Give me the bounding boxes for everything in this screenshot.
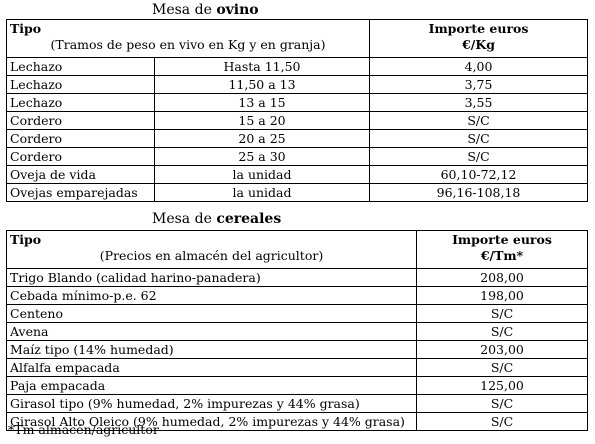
tramo-cell: la unidad	[153, 165, 371, 184]
cereales-table: Tipo (Precios en almacén del agricultor)…	[6, 230, 588, 431]
ovino-table: Tipo (Tramos de peso en vivo en Kg y en …	[5, 19, 589, 202]
tipo-cell: Cebada mínimo-p.e. 62	[6, 286, 417, 305]
ovino-header-tipo: Tipo (Tramos de peso en vivo en Kg y en …	[5, 19, 371, 58]
importe-cell: 3,75	[369, 75, 589, 94]
importe-cell: 96,16-108,18	[369, 183, 589, 202]
tipo-cell: Lechazo	[6, 93, 155, 112]
table-row: Alfalfa empacada S/C	[6, 358, 588, 377]
cereales-title: Mesa de cereales	[152, 211, 281, 227]
table-row: Centeno S/C	[6, 304, 588, 323]
importe-cell: S/C	[416, 394, 588, 413]
importe-cell: 4,00	[369, 57, 589, 76]
ovino-header-importe: Importe euros €/Kg	[369, 19, 589, 58]
table-row: Lechazo Hasta 11,50 4,00	[6, 57, 589, 76]
ovino-title-prefix: Mesa de	[152, 2, 217, 18]
importe-cell: S/C	[416, 304, 588, 323]
table-row: Girasol tipo (9% humedad, 2% impurezas y…	[6, 394, 588, 413]
table-row: Oveja de vida la unidad 60,10-72,12	[6, 165, 589, 184]
tipo-cell: Girasol tipo (9% humedad, 2% impurezas y…	[6, 394, 417, 413]
table-row: Lechazo 11,50 a 13 3,75	[6, 75, 589, 94]
ovino-header-importe-line1: Importe euros	[428, 21, 529, 36]
importe-cell: S/C	[369, 129, 589, 148]
tipo-cell: Girasol Alto Oleico (9% humedad, 2% impu…	[6, 412, 417, 431]
ovino-title: Mesa de ovino	[152, 2, 259, 18]
table-row: Cordero 15 a 20 S/C	[6, 111, 589, 130]
importe-cell: S/C	[369, 147, 589, 166]
cereales-header-importe: Importe euros €/Tm*	[416, 230, 588, 269]
cereales-header-tipo: Tipo (Precios en almacén del agricultor)	[6, 230, 417, 269]
tipo-cell: Alfalfa empacada	[6, 358, 417, 377]
tipo-cell: Lechazo	[6, 57, 155, 76]
tramo-cell: 13 a 15	[153, 93, 371, 112]
table-row: Cebada mínimo-p.e. 62 198,00	[6, 286, 588, 305]
importe-cell: 198,00	[416, 286, 588, 305]
table-row: Ovejas emparejadas la unidad 96,16-108,18	[6, 183, 589, 202]
cereales-title-prefix: Mesa de	[152, 211, 217, 227]
tipo-cell: Ovejas emparejadas	[6, 183, 155, 202]
tramo-cell: 25 a 30	[153, 147, 371, 166]
table-row: Avena S/C	[6, 322, 588, 341]
cereales-title-bold: cereales	[216, 211, 282, 227]
table-row: Trigo Blando (calidad harino-panadera) 20…	[6, 268, 588, 287]
table-row: Girasol Alto Oleico (9% humedad, 2% impu…	[6, 412, 588, 431]
table-row: Cordero 25 a 30 S/C	[6, 147, 589, 166]
importe-cell: S/C	[369, 111, 589, 130]
table-row: Maíz tipo (14% humedad) 203,00	[6, 340, 588, 359]
tipo-cell: Avena	[6, 322, 417, 341]
tramo-cell: Hasta 11,50	[153, 57, 371, 76]
tipo-cell: Centeno	[6, 304, 417, 323]
cereales-header-importe-line1: Importe euros	[452, 232, 552, 247]
importe-cell: 208,00	[416, 268, 588, 287]
ovino-header-row: Tipo (Tramos de peso en vivo en Kg y en …	[5, 19, 589, 58]
cereales-header-row: Tipo (Precios en almacén del agricultor)…	[6, 230, 588, 269]
footnote: *Tm almacén/agricultor	[8, 422, 159, 437]
tipo-cell: Cordero	[6, 147, 155, 166]
importe-cell: 203,00	[416, 340, 588, 359]
tramo-cell: 11,50 a 13	[153, 75, 371, 94]
importe-cell: S/C	[416, 358, 588, 377]
importe-cell: S/C	[416, 412, 588, 431]
tramo-cell: la unidad	[153, 183, 371, 202]
tipo-cell: Paja empacada	[6, 376, 417, 395]
tipo-cell: Cordero	[6, 111, 155, 130]
ovino-title-bold: ovino	[216, 2, 259, 18]
tipo-cell: Maíz tipo (14% humedad)	[6, 340, 417, 359]
cereales-header-importe-line2: €/Tm*	[480, 248, 524, 263]
ovino-header-tipo-title: Tipo	[10, 21, 42, 36]
tipo-cell: Lechazo	[6, 75, 155, 94]
table-row: Cordero 20 a 25 S/C	[6, 129, 589, 148]
importe-cell: S/C	[416, 322, 588, 341]
importe-cell: 3,55	[369, 93, 589, 112]
tramo-cell: 20 a 25	[153, 129, 371, 148]
cereales-header-tipo-title: Tipo	[10, 232, 42, 247]
tipo-cell: Trigo Blando (calidad harino-panadera)	[6, 268, 417, 287]
table-row: Paja empacada 125,00	[6, 376, 588, 395]
table-row: Lechazo 13 a 15 3,55	[6, 93, 589, 112]
cereales-header-tipo-sub: (Precios en almacén del agricultor)	[99, 248, 324, 263]
tramo-cell: 15 a 20	[153, 111, 371, 130]
importe-cell: 125,00	[416, 376, 588, 395]
importe-cell: 60,10-72,12	[369, 165, 589, 184]
ovino-header-tipo-sub: (Tramos de peso en vivo en Kg y en granj…	[50, 37, 326, 52]
tipo-cell: Cordero	[6, 129, 155, 148]
tipo-cell: Oveja de vida	[6, 165, 155, 184]
ovino-header-importe-line2: €/Kg	[462, 37, 495, 52]
